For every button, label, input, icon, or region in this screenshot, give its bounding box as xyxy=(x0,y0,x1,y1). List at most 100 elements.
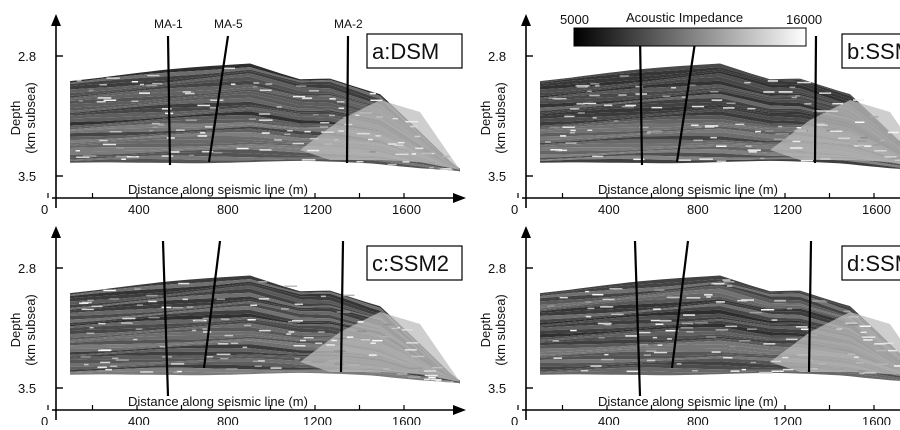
impedance-speckle xyxy=(97,366,107,369)
impedance-speckle xyxy=(259,89,272,91)
impedance-speckle xyxy=(892,157,900,159)
impedance-speckle xyxy=(553,357,562,359)
impedance-speckle xyxy=(613,120,618,122)
layer-band xyxy=(540,361,900,377)
impedance-speckle xyxy=(131,156,137,158)
impedance-speckle xyxy=(813,123,825,126)
impedance-speckle xyxy=(794,130,807,132)
impedance-speckle xyxy=(693,139,703,142)
impedance-speckle xyxy=(242,346,248,349)
impedance-speckle xyxy=(151,122,160,125)
impedance-speckle xyxy=(445,380,454,383)
impedance-speckle xyxy=(633,158,645,161)
impedance-speckle xyxy=(139,83,144,86)
impedance-speckle xyxy=(735,123,745,126)
impedance-speckle xyxy=(116,147,125,149)
impedance-speckle xyxy=(185,92,195,95)
x-axis-arrow xyxy=(453,405,466,415)
impedance-speckle xyxy=(201,150,214,153)
impedance-speckle xyxy=(408,376,421,378)
layer-band xyxy=(70,87,460,172)
x-tick-label: 400 xyxy=(598,202,620,217)
impedance-speckle xyxy=(202,331,212,333)
y-tick-label: 3.5 xyxy=(488,169,506,184)
impedance-speckle xyxy=(863,339,873,341)
layer-band xyxy=(540,71,900,146)
x-tick-label: 1200 xyxy=(773,414,802,425)
panel-label-box xyxy=(841,245,900,281)
impedance-speckle xyxy=(98,349,111,352)
impedance-speckle xyxy=(775,133,789,135)
impedance-speckle xyxy=(427,375,434,378)
impedance-speckle xyxy=(837,137,850,140)
impedance-speckle xyxy=(292,320,303,322)
impedance-speckle xyxy=(283,285,297,287)
layer-band xyxy=(540,149,900,165)
impedance-speckle xyxy=(311,361,325,363)
layer-band xyxy=(70,299,460,384)
colorbar-title: Acoustic Impedance xyxy=(626,10,743,25)
impedance-speckle xyxy=(88,89,94,92)
impedance-speckle xyxy=(771,319,778,321)
impedance-speckle xyxy=(552,98,567,100)
impedance-speckle xyxy=(396,373,408,375)
impedance-speckle xyxy=(804,103,812,105)
impedance-speckle xyxy=(140,371,154,373)
impedance-speckle xyxy=(875,349,888,352)
impedance-speckle xyxy=(324,143,333,145)
impedance-speckle xyxy=(394,144,404,146)
impedance-speckle xyxy=(621,105,635,108)
impedance-speckle xyxy=(432,366,443,369)
impedance-speckle xyxy=(586,315,592,318)
impedance-speckle xyxy=(826,110,838,112)
impedance-speckle xyxy=(178,282,190,285)
impedance-speckle xyxy=(288,331,295,333)
layer-band xyxy=(70,281,460,384)
impedance-speckle xyxy=(206,356,214,358)
impedance-speckle xyxy=(671,87,676,89)
impedance-speckle xyxy=(874,150,887,152)
impedance-speckle xyxy=(725,325,738,328)
impedance-speckle xyxy=(856,140,866,142)
impedance-speckle xyxy=(161,306,172,309)
impedance-speckle xyxy=(99,139,108,142)
impedance-speckle xyxy=(569,108,580,110)
impedance-speckle xyxy=(715,301,725,303)
seismic-section xyxy=(70,63,460,172)
impedance-speckle xyxy=(152,126,158,128)
x-tick-label: 1200 xyxy=(303,202,332,217)
x-tick-label: 0 xyxy=(511,202,518,217)
impedance-speckle xyxy=(370,342,376,344)
impedance-speckle xyxy=(592,293,604,296)
impedance-speckle xyxy=(244,324,252,327)
x-tick-label: 1600 xyxy=(862,414,891,425)
well-ma-2 xyxy=(813,35,818,164)
impedance-speckle xyxy=(220,357,229,360)
impedance-speckle xyxy=(392,117,398,120)
impedance-speckle xyxy=(375,135,381,137)
impedance-speckle xyxy=(338,130,344,132)
impedance-speckle xyxy=(580,370,589,372)
y-axis-label: Depth(km subsea) xyxy=(478,294,508,366)
impedance-speckle xyxy=(81,308,94,311)
impedance-speckle xyxy=(655,323,664,325)
impedance-speckle xyxy=(854,145,859,147)
impedance-speckle xyxy=(390,326,398,328)
impedance-speckle xyxy=(894,159,900,161)
impedance-speckle xyxy=(222,67,235,70)
impedance-speckle xyxy=(328,360,340,362)
impedance-speckle xyxy=(796,127,802,129)
impedance-speckle xyxy=(288,320,301,323)
impedance-speckle xyxy=(258,281,268,283)
impedance-speckle xyxy=(645,350,657,352)
impedance-speckle xyxy=(186,306,193,308)
impedance-speckle xyxy=(576,103,585,105)
impedance-speckle xyxy=(424,374,438,377)
impedance-speckle xyxy=(874,343,886,345)
impedance-speckle xyxy=(331,339,337,342)
impedance-speckle xyxy=(550,149,562,151)
impedance-speckle xyxy=(397,141,405,144)
impedance-speckle xyxy=(210,99,224,101)
impedance-speckle xyxy=(854,356,859,358)
impedance-speckle xyxy=(200,132,206,134)
